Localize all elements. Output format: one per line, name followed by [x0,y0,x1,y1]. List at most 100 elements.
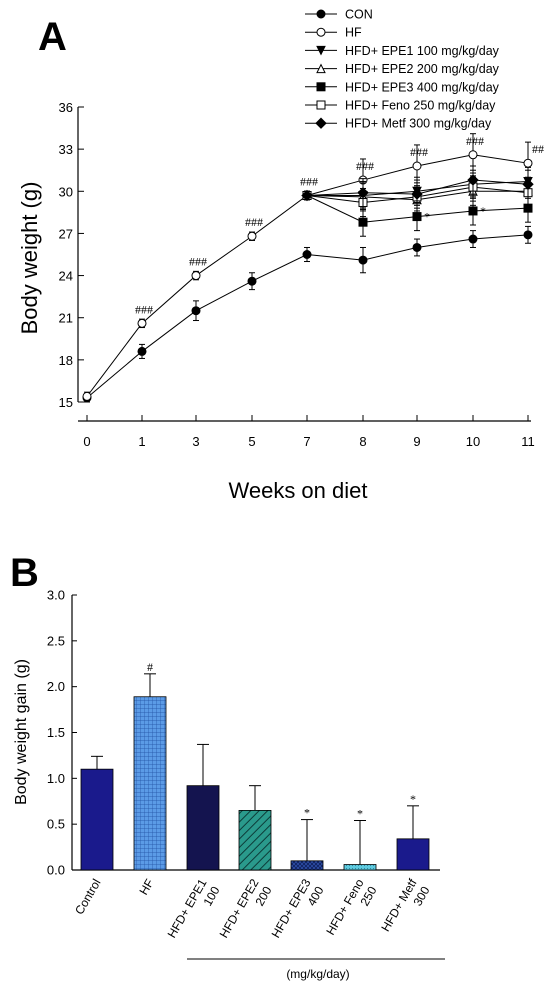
panel-a-legend-item: HFD+ EPE1 100 mg/kg/day [305,44,500,58]
panel-a-data-point [191,306,201,316]
panel-a-legend-marker [316,45,326,56]
panel-a-data-point [357,186,369,199]
panel-a-data-point [523,158,533,168]
panel-a-legend-label: HFD+ Metf 300 mg/kg/day [345,117,492,131]
panel-b-significance-mark: # [147,660,153,674]
panel-a-legend-item: HFD+ EPE3 400 mg/kg/day [305,80,500,94]
panel-a-data-point [247,276,257,286]
panel-a-data-point [137,346,147,356]
panel-a-x-tick-label: 9 [413,434,420,449]
panel-a-annotation: ### [189,255,207,269]
panel-b-bars: # * * * [80,660,430,871]
panel-b-y-tick-label: 1.5 [47,725,65,740]
panel-a-data-point [302,250,312,259]
panel-a-data-point [137,318,147,328]
panel-a-data-point [301,189,313,202]
panel-a-data-point [247,231,257,241]
panel-a-letter: A [38,15,67,59]
panel-a-data-point [191,271,201,281]
panel-a-series-group [82,133,534,403]
panel-a-annotation: ### [245,215,263,229]
panel-a-legend-label: HFD+ Feno 250 mg/kg/day [345,99,496,113]
panel-a-legend-item: CON [305,8,373,22]
panel-a-legend-marker [315,117,327,129]
panel-b-letter: B [10,551,39,595]
panel-b-category-label: HFD+ EPE1100 [165,876,223,948]
panel-a-legend-marker [316,100,326,110]
panel-a-data-point [411,188,423,200]
panel-b-bar [186,785,220,871]
panel-a-annotation: * [424,210,430,224]
panel-a-legend-item: HFD+ EPE2 200 mg/kg/day [305,62,500,76]
panel-b-bar-group [238,785,272,871]
panel-b-category-label: HFD+ EPE3400 [269,876,327,948]
panel-b-bar [80,768,114,871]
panel-a-legend-marker [316,27,326,37]
panel-a-x-tick-label: 5 [248,434,255,449]
panel-b-category-label: Control [72,877,103,918]
panel-b-y-tick-label: 0.5 [47,817,65,832]
panel-a-legend-item: HFD+ Feno 250 mg/kg/day [305,99,496,113]
panel-a-y-axis: 15 18 21 24 27 30 33 36 [59,100,84,410]
panel-a-x-tick-label: 10 [466,434,480,449]
panel-a-legend-marker [316,9,326,19]
panel-a-data-point [467,174,479,186]
panel-b-significance-mark: * [410,792,416,806]
panel-a-annotation: ### [466,134,484,148]
panel-b-y-tick-label: 3.0 [47,588,65,603]
panel-a-y-tick-label: 36 [59,100,73,115]
panel-a-annotation: ### [300,175,318,189]
panel-b-bar [343,864,377,871]
panel-b-significance-mark: * [304,806,310,820]
panel-a-y-tick-label: 27 [59,226,73,241]
panel-a-legend-label: HFD+ EPE1 100 mg/kg/day [345,44,500,58]
panel-a-legend-label: HFD+ EPE3 400 mg/kg/day [345,80,500,94]
panel-a-data-point [358,217,368,227]
panel-a-annotation: ### [135,302,153,316]
panel-a-x-tick-label: 3 [192,434,199,449]
panel-b-category-label: HF [136,877,156,898]
panel-a-legend-item: HF [305,26,362,40]
panel-b-y-tick-label: 2.5 [47,633,65,648]
panel-a-data-point [468,234,478,244]
panel-b-y-tick-label: 0.0 [47,863,65,878]
panel-a-x-axis-title: Weeks on diet [228,478,367,503]
panel-b-bar-group: * [290,806,324,871]
panel-a-y-tick-label: 24 [59,269,73,284]
panel-a-y-tick-label: 18 [59,353,73,368]
panel-b-bar [396,838,430,871]
panel-a-y-tick-label: 15 [59,395,73,410]
panel-a-legend-marker [316,63,326,74]
panel-b-bar-group [186,743,220,871]
panel-a-annotations: #######################* * [135,134,544,317]
panel-a-legend-marker [316,82,326,92]
panel-b-significance-mark: * [357,807,363,821]
panel-b-y-axis-title: Body weight gain (g) [13,659,30,805]
panel-a-x-tick-label: 7 [303,434,310,449]
panel-a-data-point [412,161,422,171]
panel-a-x-axis: 0 1 3 5 7 8 9 10 11 [78,415,535,449]
panel-a-x-tick-label: 1 [138,434,145,449]
panel-a-data-point [412,212,422,222]
panel-a-legend-item: HFD+ Metf 300 mg/kg/day [305,117,492,131]
panel-b-y-tick-label: 1.0 [47,771,65,786]
panel-a-annotation: ## [532,142,544,156]
panel-b-bar [290,860,324,871]
panel-a-series-6 [301,165,534,209]
panel-a-y-tick-label: 33 [59,142,73,157]
panel-a-data-point [468,150,478,160]
panel-a-annotation: ### [410,145,428,159]
panel-b-bar-group [80,755,114,871]
panel-a-y-axis-title: Body weight (g) [17,182,42,335]
panel-a-data-point [523,230,533,240]
panel-a-y-tick-label: 30 [59,184,73,199]
panel-a-data-point [82,391,92,401]
panel-b-bar-chart: B 0.0 0.5 1.0 1.5 2.0 2.5 3.0 # * * * Control HF HF… [10,551,445,981]
panel-b-bar [238,810,272,871]
panel-b-y-tick-label: 2.0 [47,679,65,694]
panel-b-group-label: (mg/kg/day) [286,967,349,981]
panel-b-category-label: HFD+ Metf300 [378,876,433,942]
